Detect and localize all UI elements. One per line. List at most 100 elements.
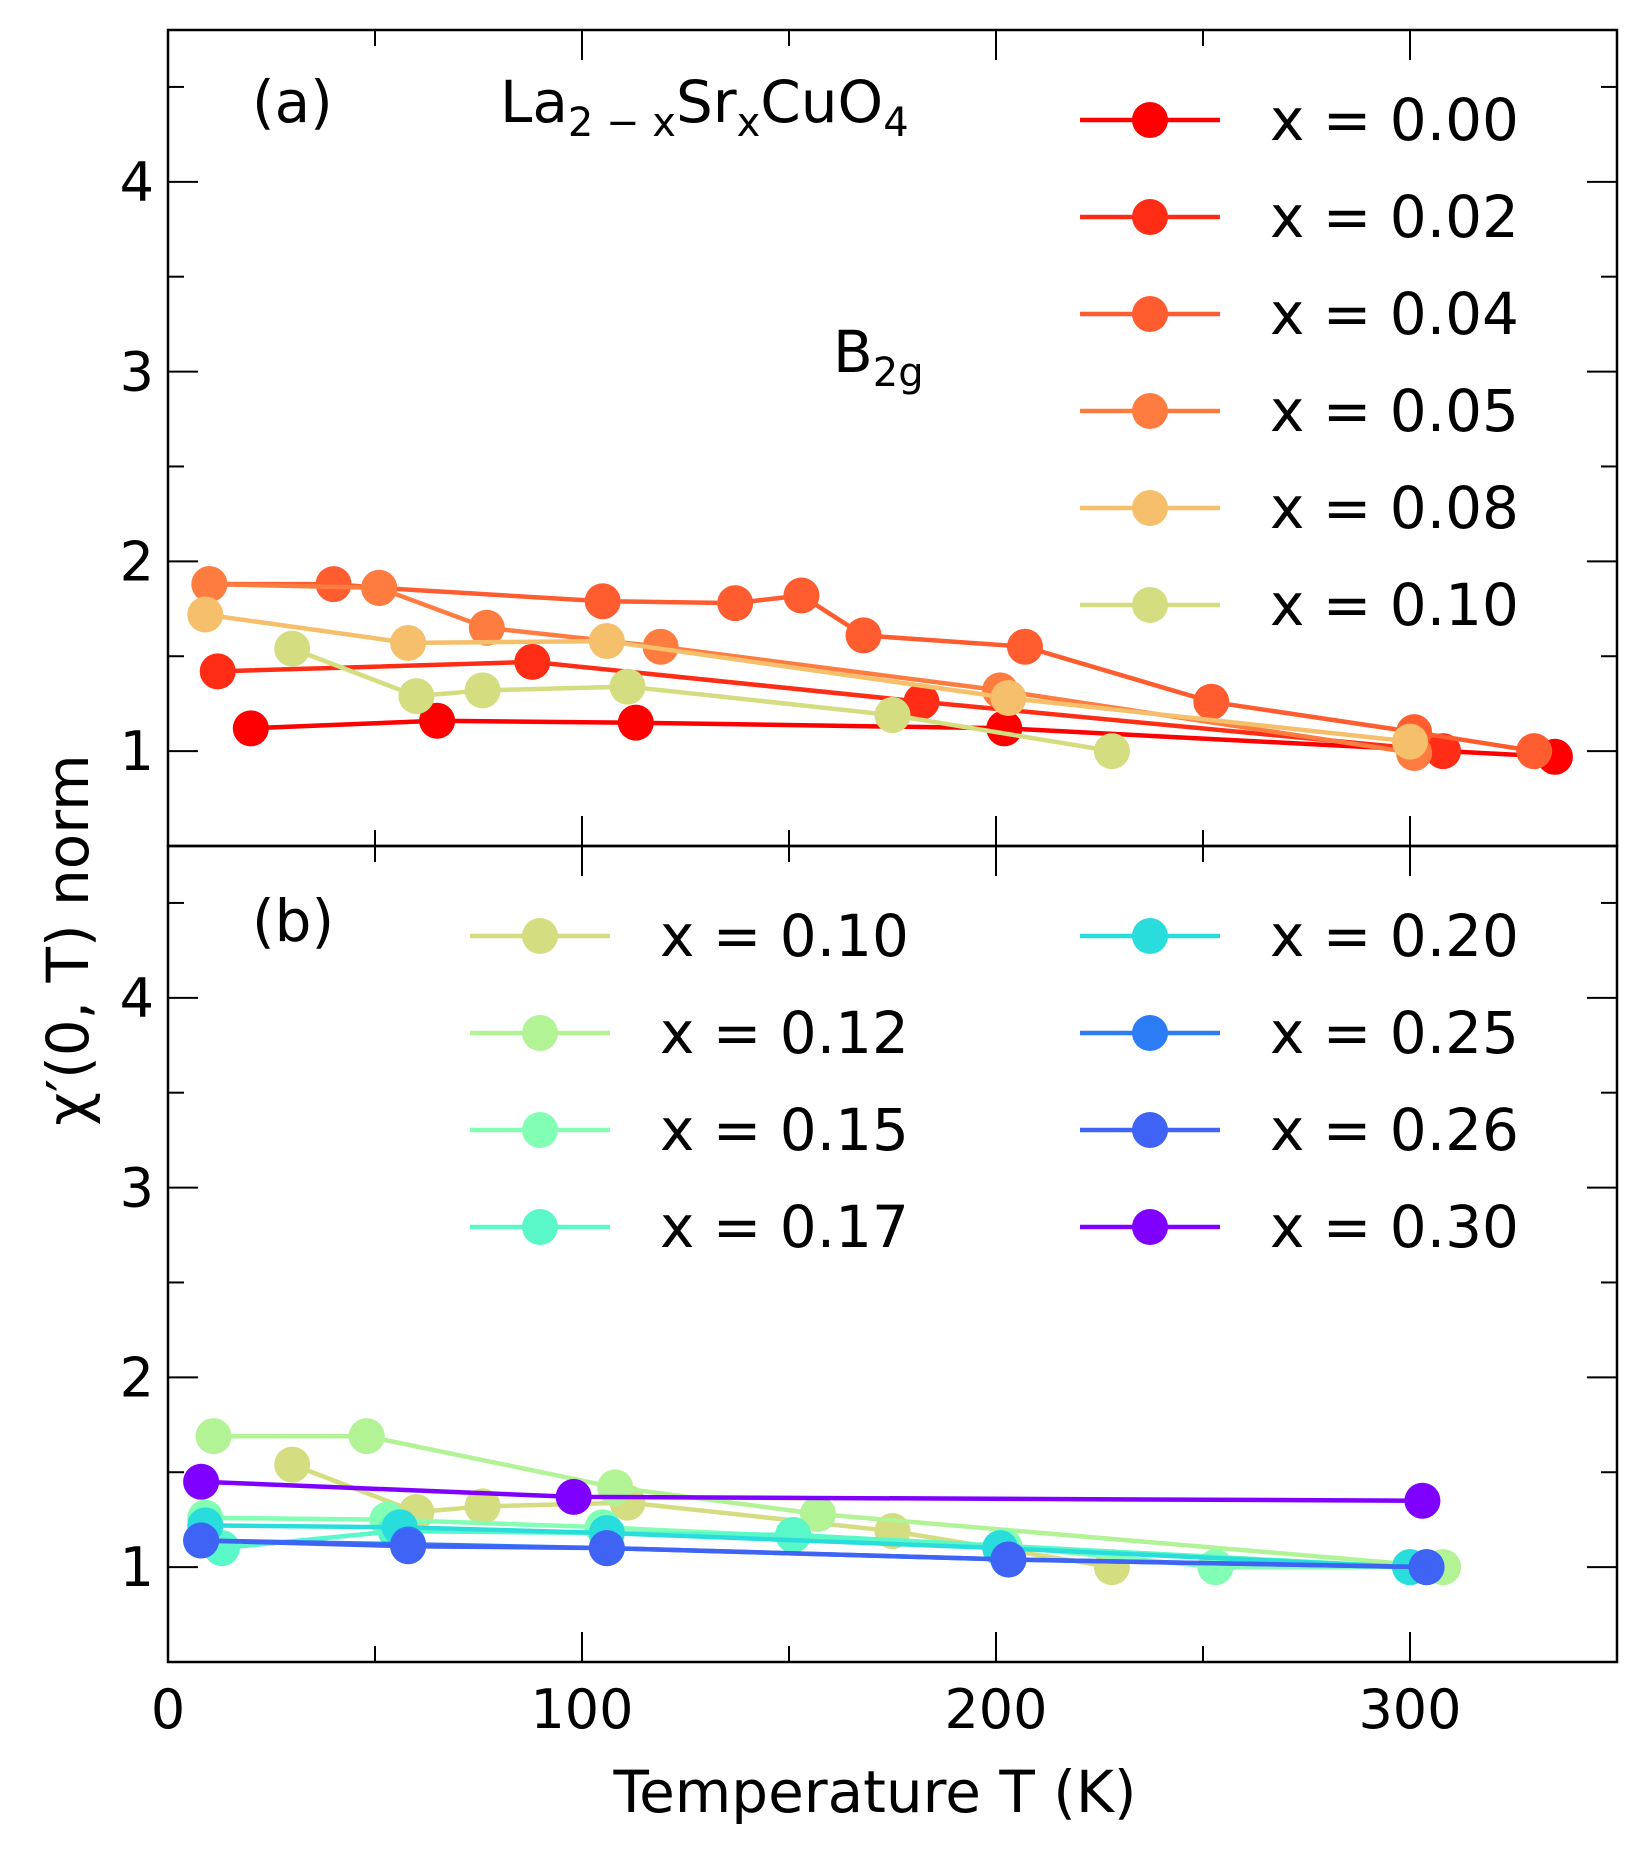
legend-entry: x = 0.00 [1080, 86, 1519, 154]
data-point [183, 1463, 220, 1500]
legend-entry: x = 0.10 [1080, 571, 1519, 639]
legend-marker [1132, 1209, 1168, 1245]
data-point [588, 1530, 625, 1567]
data-point [717, 585, 754, 622]
b2g-annotation: B2g [833, 318, 924, 396]
panel-a-label: (a) [252, 68, 333, 136]
data-point [464, 672, 501, 709]
legend-entry: x = 0.12 [470, 999, 909, 1067]
panel-b-legend: x = 0.10 x = 0.12 x = 0.15 x = 0.17 x = 0.20… [470, 902, 1519, 1261]
data-point [1093, 733, 1130, 770]
y-tick-label: 3 [120, 341, 154, 404]
data-point [617, 704, 654, 741]
formula-title: La2 − xSrxCuO4 [500, 68, 909, 146]
y-tick-label: 1 [120, 720, 154, 783]
legend-label: x = 0.26 [1270, 1096, 1519, 1164]
legend-label: x = 0.04 [1270, 280, 1519, 348]
panel-b-frame [166, 844, 1619, 1664]
legend-label: x = 0.30 [1270, 1193, 1519, 1261]
panel-a-series [187, 566, 1573, 775]
legend-marker [1132, 102, 1168, 138]
legend-marker [522, 1209, 558, 1245]
data-point [348, 1418, 385, 1455]
data-point [199, 653, 236, 690]
data-point [390, 1528, 427, 1565]
legend-label: x = 0.00 [1270, 86, 1519, 154]
legend-entry: x = 0.08 [1080, 474, 1519, 542]
series-012 [195, 1418, 1462, 1586]
legend-marker [522, 1015, 558, 1051]
legend-label: x = 0.20 [1270, 902, 1519, 970]
data-point [419, 702, 456, 739]
legend-label: x = 0.10 [660, 902, 909, 970]
panel-a-ticks: 1 2 3 4 [120, 30, 1618, 847]
y-tick-label: 4 [120, 151, 154, 214]
legend-marker [1132, 296, 1168, 332]
data-point [874, 697, 911, 734]
formula-sub1: 2 − x [568, 100, 676, 146]
data-point [191, 566, 228, 603]
data-point [1006, 628, 1043, 665]
series-030 [183, 1463, 1441, 1519]
y-tick-label: 3 [120, 1157, 154, 1220]
legend-label: x = 0.05 [1270, 377, 1519, 445]
legend-label: x = 0.25 [1270, 999, 1519, 1067]
legend-label: x = 0.10 [1270, 571, 1519, 639]
data-point [1516, 733, 1553, 770]
x-tick-label: 300 [1358, 1678, 1461, 1741]
data-point [1425, 733, 1462, 770]
y-axis-label: χ′(0, T) norm [34, 754, 102, 1125]
legend-entry: x = 0.15 [470, 1096, 909, 1164]
legend-label: x = 0.02 [1270, 183, 1519, 251]
data-point [464, 1488, 501, 1525]
series-026 [183, 1522, 1445, 1586]
x-axis-label: Temperature T (K) [613, 1758, 1137, 1826]
legend-entry: x = 0.25 [1080, 999, 1519, 1067]
legend-entry: x = 0.04 [1080, 280, 1519, 348]
legend-label: x = 0.08 [1270, 474, 1519, 542]
data-point [986, 710, 1023, 747]
formula-sub2: x [737, 100, 761, 146]
series-010 [274, 630, 1130, 770]
legend-label: x = 0.17 [660, 1193, 909, 1261]
y-tick-label: 2 [120, 530, 154, 593]
data-point [187, 596, 224, 633]
data-point [468, 609, 505, 646]
b2g-sub: 2g [873, 350, 924, 396]
b2g-base: B [833, 318, 873, 386]
legend-marker [1132, 587, 1168, 623]
panel-b-series [183, 1418, 1462, 1586]
legend-marker [1132, 490, 1168, 526]
legend-marker [1132, 1015, 1168, 1051]
legend-entry: x = 0.02 [1080, 183, 1519, 251]
legend-label: x = 0.15 [660, 1096, 909, 1164]
data-point [588, 623, 625, 660]
data-point [1404, 1482, 1441, 1519]
data-point [584, 583, 621, 620]
data-point [195, 1418, 232, 1455]
data-point [609, 668, 646, 705]
formula-cuo: CuO [760, 68, 883, 136]
legend-entry: x = 0.30 [1080, 1193, 1519, 1261]
data-point [597, 1469, 634, 1506]
data-point [555, 1478, 592, 1515]
formula-sub3: 4 [883, 100, 908, 146]
data-point [361, 569, 398, 606]
x-tick-label: 0 [151, 1678, 185, 1741]
legend-entry: x = 0.05 [1080, 377, 1519, 445]
data-point [783, 577, 820, 614]
legend-marker [522, 1112, 558, 1148]
panel-b-label: (b) [252, 887, 334, 955]
y-tick-label: 4 [120, 967, 154, 1030]
data-point [1193, 683, 1230, 720]
series-002 [199, 643, 1462, 770]
series-line [291, 646, 1113, 754]
legend-marker [1132, 199, 1168, 235]
data-point [398, 678, 435, 715]
series-008 [187, 596, 1428, 760]
data-point [274, 1446, 311, 1483]
legend-entry: x = 0.26 [1080, 1096, 1519, 1164]
y-tick-label: 2 [120, 1346, 154, 1409]
x-tick-label: 100 [530, 1678, 633, 1741]
series-000 [232, 702, 1573, 775]
